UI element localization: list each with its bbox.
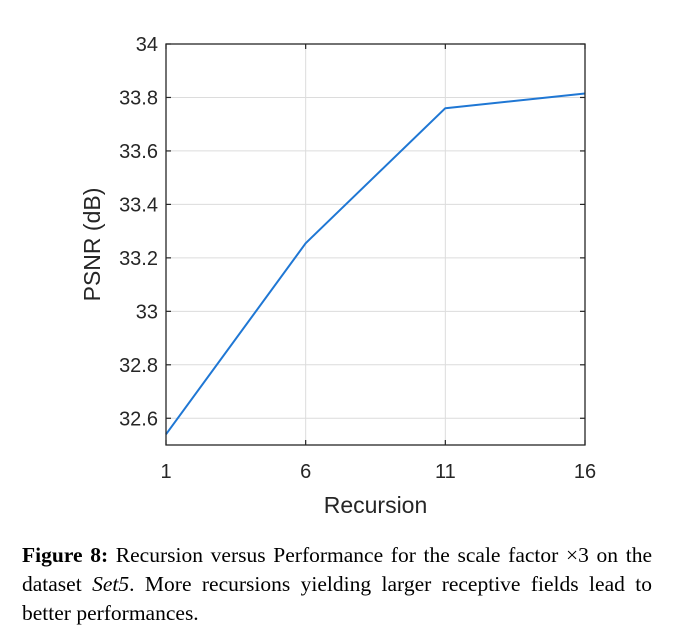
- x-tick-label: 16: [574, 461, 596, 483]
- ticks: [165, 43, 586, 445]
- y-tick-label: 33.4: [119, 194, 158, 216]
- caption-text-after: . More recursions yielding larger recept…: [22, 572, 652, 625]
- plot-area: [166, 44, 585, 445]
- x-axis-title: Recursion: [324, 492, 428, 518]
- caption-dataset: Set5: [92, 572, 130, 596]
- y-tick-label: 33.2: [119, 248, 158, 270]
- grid: [166, 44, 585, 445]
- x-tick-label: 6: [300, 461, 311, 483]
- y-axis-title: PSNR (dB): [79, 188, 105, 302]
- y-tick-label: 32.8: [119, 355, 158, 377]
- x-tick-label: 1: [160, 461, 171, 483]
- y-tick-label: 33.6: [119, 141, 158, 163]
- plot-frame: [165, 43, 586, 446]
- series-line: [165, 92, 586, 435]
- x-tick-label: 11: [435, 461, 456, 483]
- y-tick-label: 34: [136, 34, 158, 56]
- caption-text-before: Recursion versus Performance for the sca…: [22, 543, 652, 596]
- y-tick-label: 32.6: [119, 408, 158, 430]
- figure-caption: Figure 8: Recursion versus Performance f…: [22, 541, 652, 628]
- y-tick-label: 33.8: [119, 87, 158, 109]
- y-tick-label: 33: [136, 301, 158, 323]
- figure-label: Figure 8:: [22, 543, 109, 567]
